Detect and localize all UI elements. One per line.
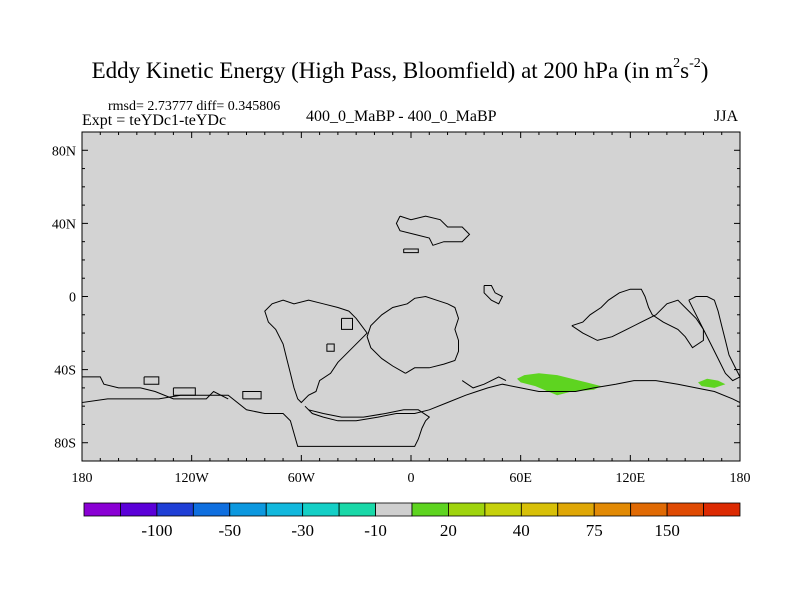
colorbar-box [302,502,340,517]
y-tick-label: 80N [52,144,76,159]
x-tick-labels: 180 120W 60W 0 60E 120E 180 [72,471,751,486]
title-superscript-minus2: -2 [689,56,701,72]
colorbar-box [703,502,741,517]
x-tick-label: 180 [730,471,751,486]
colorbar-label: -100 [141,521,172,540]
y-tick-label: 0 [69,291,76,306]
colorbar-box [557,502,595,517]
colorbar: -100 -50 -30 -10 20 40 75 150 [83,502,741,540]
tick-layer [81,131,741,462]
rmsd-label: rmsd= 2.73777 diff= 0.345806 [108,99,281,114]
colorbar-box [411,502,449,517]
chart-title: Eddy Kinetic Energy (High Pass, Bloomfie… [0,56,800,84]
colorbar-box [484,502,522,517]
colorbar-box [229,502,267,517]
coastline-1 [264,299,368,404]
season-label: JJA [714,108,739,125]
coastline-6 [326,343,335,352]
colorbar-label: 150 [654,521,680,540]
coastline-10 [82,376,229,400]
coastline-12 [172,387,196,396]
x-tick-label: 120E [616,471,646,486]
colorbar-box [83,502,121,517]
x-tick-label: 180 [72,471,93,486]
coastline-0 [366,295,460,374]
plot-background [82,132,740,461]
colorbar-box [448,502,486,517]
x-tick-label: 60E [509,471,532,486]
colorbar-box [120,502,158,517]
comparison-label: 400_0_MaBP - 400_0_MaBP [306,108,497,125]
colorbar-box [265,502,304,517]
colorbar-label: -50 [218,521,241,540]
coastline-14 [461,376,507,389]
colorbar-box [156,502,194,517]
y-tick-label: 40N [52,217,76,232]
coastline-5 [341,317,353,330]
colorbar-label: -10 [364,521,387,540]
title-main-text: Eddy Kinetic Energy (High Pass, Bloomfie… [91,58,674,83]
colorbar-box [666,502,704,517]
anomaly-south-pacific-blob [698,378,726,388]
coastline-9 [483,285,504,305]
x-tick-label: 120W [175,471,210,486]
y-tick-label: 40S [54,364,76,379]
colorbar-box [338,502,376,517]
colorbar-box [192,502,231,517]
colorbar-label: 40 [513,521,530,540]
title-close-paren: ) [700,58,709,83]
colorbar-box [375,502,413,517]
title-s-text: s [680,58,690,83]
coastline-11 [143,376,160,385]
colorbar-box [630,502,668,517]
coastline-8 [403,248,419,254]
anomaly-south-atlantic-indian-blob [517,373,602,396]
coastline-7 [395,215,471,246]
colorbar-label: -30 [291,521,314,540]
colorbar-box [520,502,559,517]
colorbar-box [593,502,632,517]
colorbar-label: 75 [586,521,603,540]
experiment-label: Expt = teYDc1-teYDc [82,112,227,129]
colorbar-label: 20 [440,521,457,540]
title-superscript-2: 2 [673,56,681,72]
coastline-3 [571,288,704,349]
coastline-13 [242,391,262,400]
anomaly-layer [517,373,726,396]
y-tick-labels: 80N 40N 0 40S 80S [52,144,76,451]
x-tick-label: 60W [288,471,316,486]
y-tick-label: 80S [54,437,76,452]
x-tick-label: 0 [408,471,415,486]
